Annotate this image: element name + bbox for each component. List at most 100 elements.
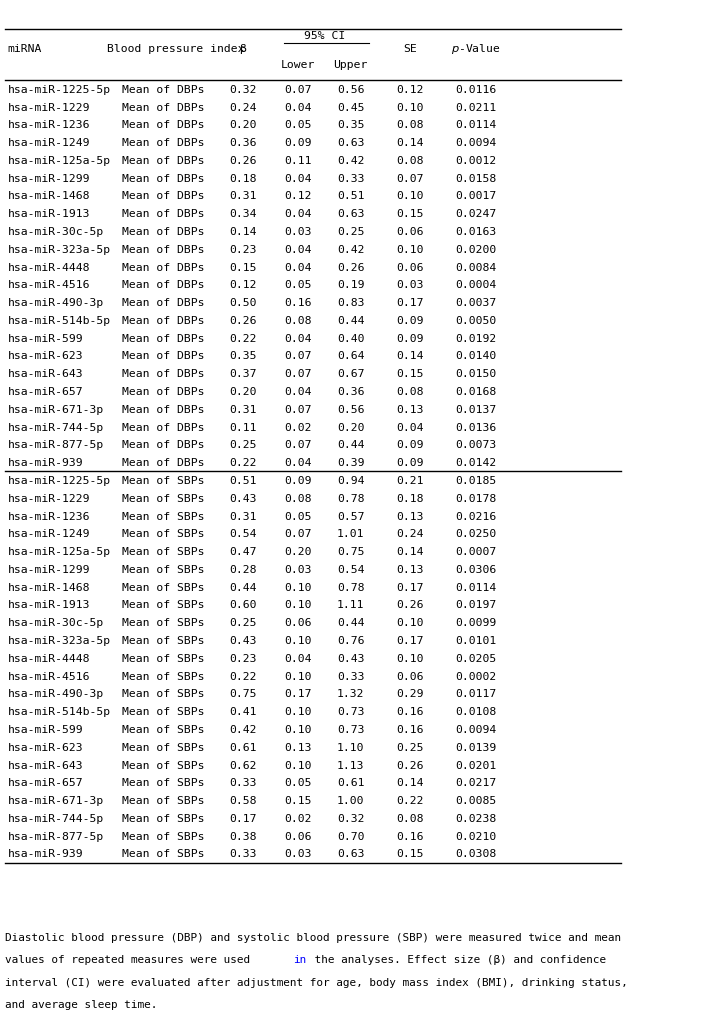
Text: Mean of DBPs: Mean of DBPs [122, 405, 205, 415]
Text: 0.26: 0.26 [396, 601, 424, 611]
Text: 0.04: 0.04 [285, 173, 312, 183]
Text: the analyses. Effect size (β) and confidence: the analyses. Effect size (β) and confid… [309, 955, 606, 966]
Text: 0.14: 0.14 [396, 547, 424, 558]
Text: 0.03: 0.03 [285, 227, 312, 237]
Text: Mean of DBPs: Mean of DBPs [122, 441, 205, 450]
Text: 0.26: 0.26 [337, 262, 364, 273]
Text: Mean of DBPs: Mean of DBPs [122, 156, 205, 166]
Text: 0.0201: 0.0201 [455, 761, 496, 771]
Text: 0.10: 0.10 [396, 618, 424, 628]
Text: 0.07: 0.07 [285, 369, 312, 379]
Text: 0.45: 0.45 [337, 102, 364, 113]
Text: 0.23: 0.23 [229, 654, 257, 664]
Text: 0.0073: 0.0073 [455, 441, 496, 450]
Text: 0.04: 0.04 [285, 334, 312, 343]
Text: 0.07: 0.07 [285, 405, 312, 415]
Text: 0.33: 0.33 [337, 173, 364, 183]
Text: 0.42: 0.42 [337, 245, 364, 255]
Text: 0.09: 0.09 [285, 138, 312, 148]
Text: 0.0210: 0.0210 [455, 831, 496, 842]
Text: 0.47: 0.47 [229, 547, 257, 558]
Text: Mean of DBPs: Mean of DBPs [122, 120, 205, 130]
Text: 0.0084: 0.0084 [455, 262, 496, 273]
Text: 0.06: 0.06 [396, 671, 424, 682]
Text: 0.03: 0.03 [285, 850, 312, 859]
Text: 0.14: 0.14 [396, 352, 424, 362]
Text: 0.0238: 0.0238 [455, 814, 496, 824]
Text: 0.54: 0.54 [337, 565, 364, 575]
Text: 0.0004: 0.0004 [455, 281, 496, 290]
Text: 0.60: 0.60 [229, 601, 257, 611]
Text: Mean of DBPs: Mean of DBPs [122, 262, 205, 273]
Text: 0.67: 0.67 [337, 369, 364, 379]
Text: Mean of SBPs: Mean of SBPs [122, 814, 205, 824]
Text: 0.0094: 0.0094 [455, 725, 496, 735]
Text: 0.34: 0.34 [229, 209, 257, 219]
Text: 0.0099: 0.0099 [455, 618, 496, 628]
Text: 0.51: 0.51 [229, 476, 257, 486]
Text: 0.06: 0.06 [285, 618, 312, 628]
Text: 0.42: 0.42 [337, 156, 364, 166]
Text: in: in [293, 955, 306, 966]
Text: 0.08: 0.08 [396, 120, 424, 130]
Text: 0.16: 0.16 [396, 725, 424, 735]
Text: 1.11: 1.11 [337, 601, 364, 611]
Text: hsa-miR-643: hsa-miR-643 [8, 761, 83, 771]
Text: Mean of SBPs: Mean of SBPs [122, 850, 205, 859]
Text: Mean of DBPs: Mean of DBPs [122, 352, 205, 362]
Text: 0.0168: 0.0168 [455, 387, 496, 397]
Text: 0.0158: 0.0158 [455, 173, 496, 183]
Text: 95% CI: 95% CI [304, 31, 345, 41]
Text: Mean of SBPs: Mean of SBPs [122, 743, 205, 752]
Text: 0.36: 0.36 [337, 387, 364, 397]
Text: hsa-miR-1229: hsa-miR-1229 [8, 102, 90, 113]
Text: 0.21: 0.21 [396, 476, 424, 486]
Text: 0.43: 0.43 [229, 637, 257, 646]
Text: β: β [239, 44, 246, 54]
Text: 0.0308: 0.0308 [455, 850, 496, 859]
Text: 0.0185: 0.0185 [455, 476, 496, 486]
Text: Upper: Upper [333, 59, 368, 70]
Text: 0.0178: 0.0178 [455, 494, 496, 503]
Text: and average sleep time.: and average sleep time. [5, 1000, 157, 1011]
Text: 0.0114: 0.0114 [455, 120, 496, 130]
Text: 0.17: 0.17 [396, 582, 424, 592]
Text: 0.09: 0.09 [396, 441, 424, 450]
Text: Mean of SBPs: Mean of SBPs [122, 654, 205, 664]
Text: Mean of SBPs: Mean of SBPs [122, 476, 205, 486]
Text: 0.11: 0.11 [285, 156, 312, 166]
Text: 0.07: 0.07 [285, 352, 312, 362]
Text: Mean of DBPs: Mean of DBPs [122, 281, 205, 290]
Text: 0.54: 0.54 [229, 529, 257, 539]
Text: Mean of SBPs: Mean of SBPs [122, 778, 205, 788]
Text: 0.10: 0.10 [285, 582, 312, 592]
Text: Mean of SBPs: Mean of SBPs [122, 831, 205, 842]
Text: 0.10: 0.10 [285, 725, 312, 735]
Text: Mean of SBPs: Mean of SBPs [122, 494, 205, 503]
Text: Mean of SBPs: Mean of SBPs [122, 547, 205, 558]
Text: 0.0136: 0.0136 [455, 422, 496, 433]
Text: 0.0150: 0.0150 [455, 369, 496, 379]
Text: 0.14: 0.14 [396, 138, 424, 148]
Text: 0.44: 0.44 [229, 582, 257, 592]
Text: Mean of SBPs: Mean of SBPs [122, 637, 205, 646]
Text: 0.40: 0.40 [337, 334, 364, 343]
Text: 0.07: 0.07 [285, 85, 312, 94]
Text: 0.25: 0.25 [337, 227, 364, 237]
Text: 0.94: 0.94 [337, 476, 364, 486]
Text: 0.43: 0.43 [337, 654, 364, 664]
Text: 0.03: 0.03 [396, 281, 424, 290]
Text: hsa-miR-1225-5p: hsa-miR-1225-5p [8, 85, 111, 94]
Text: 0.07: 0.07 [285, 441, 312, 450]
Text: 0.07: 0.07 [285, 529, 312, 539]
Text: 0.16: 0.16 [396, 831, 424, 842]
Text: 0.22: 0.22 [229, 334, 257, 343]
Text: Mean of DBPs: Mean of DBPs [122, 227, 205, 237]
Text: hsa-miR-30c-5p: hsa-miR-30c-5p [8, 618, 104, 628]
Text: 0.04: 0.04 [285, 245, 312, 255]
Text: 0.58: 0.58 [229, 796, 257, 806]
Text: 0.56: 0.56 [337, 85, 364, 94]
Text: 0.44: 0.44 [337, 441, 364, 450]
Text: 0.22: 0.22 [396, 796, 424, 806]
Text: hsa-miR-939: hsa-miR-939 [8, 458, 83, 468]
